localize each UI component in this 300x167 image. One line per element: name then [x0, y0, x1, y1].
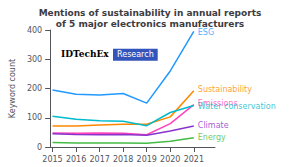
svg-text:2019: 2019 [137, 155, 157, 164]
svg-text:of 5 major electronics manufac: of 5 major electronics manufacturers [56, 19, 244, 29]
svg-text:Climate: Climate [198, 121, 229, 130]
svg-text:Water conservation: Water conservation [198, 102, 276, 111]
svg-text:Keyword count: Keyword count [8, 59, 17, 118]
svg-text:200: 200 [27, 84, 42, 93]
svg-text:2021: 2021 [184, 155, 204, 164]
svg-text:ESG: ESG [198, 28, 214, 37]
svg-text:400: 400 [27, 26, 42, 35]
svg-text:2018: 2018 [113, 155, 133, 164]
svg-text:Mentions of sustainability in: Mentions of sustainability in annual rep… [39, 8, 262, 18]
svg-text:2015: 2015 [42, 155, 62, 164]
svg-text:2017: 2017 [89, 155, 109, 164]
svg-text:2020: 2020 [160, 155, 180, 164]
svg-text:100: 100 [27, 113, 42, 122]
svg-text:300: 300 [27, 55, 42, 64]
svg-text:0: 0 [37, 143, 42, 152]
svg-text:IDTechEx: IDTechEx [61, 49, 109, 59]
svg-text:Research: Research [117, 50, 154, 59]
svg-text:Sustainability: Sustainability [198, 85, 252, 94]
svg-text:Energy: Energy [198, 133, 226, 142]
svg-text:2016: 2016 [66, 155, 86, 164]
